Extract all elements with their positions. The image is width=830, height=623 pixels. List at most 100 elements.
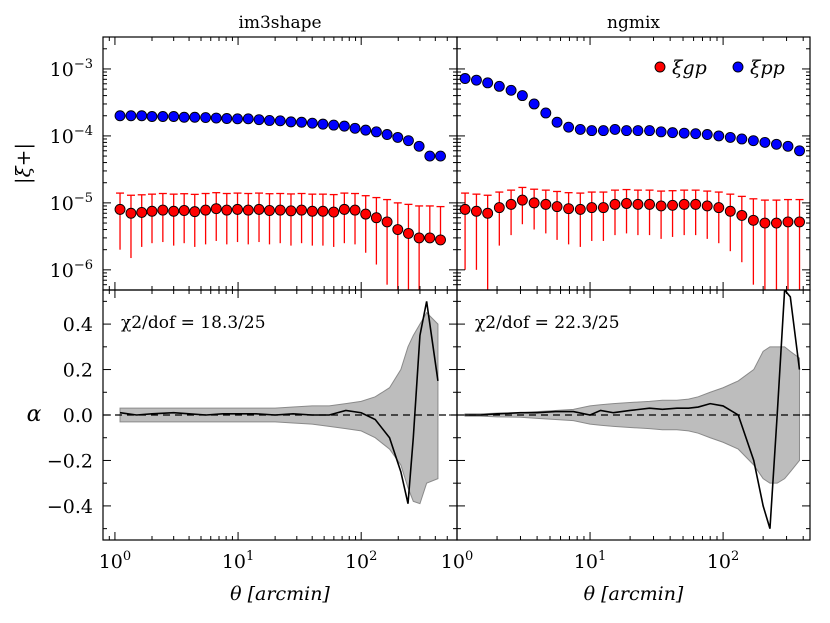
y-tick-label: 10−5 bbox=[50, 191, 93, 215]
data-point bbox=[178, 205, 190, 216]
data-point bbox=[782, 216, 794, 228]
data-point bbox=[381, 216, 393, 228]
data-point bbox=[402, 135, 414, 147]
data-point bbox=[435, 234, 446, 246]
legend-label: ξgp bbox=[672, 57, 707, 79]
data-point bbox=[221, 204, 233, 216]
data-point bbox=[551, 201, 563, 213]
data-point bbox=[597, 202, 609, 214]
y-tick-label: 10−4 bbox=[50, 124, 93, 148]
plot-area bbox=[459, 73, 805, 290]
data-point bbox=[296, 116, 308, 128]
x-axis-label: θ [arcmin] bbox=[584, 583, 684, 605]
data-point bbox=[274, 204, 286, 216]
data-point bbox=[210, 112, 222, 124]
data-point bbox=[632, 125, 644, 137]
data-point bbox=[621, 198, 632, 209]
legend-marker bbox=[732, 61, 744, 73]
panel-bottom-right: 100 101 102 χ2/dof = 22.3/25 θ [arcmin] bbox=[441, 289, 811, 605]
data-point bbox=[360, 124, 372, 136]
data-point bbox=[724, 131, 736, 143]
chi2-annotation: χ2/dof = 22.3/25 bbox=[475, 313, 620, 333]
data-point bbox=[644, 198, 655, 210]
data-point bbox=[528, 197, 540, 209]
data-point bbox=[470, 74, 482, 86]
data-point bbox=[114, 110, 126, 122]
data-point bbox=[482, 77, 494, 89]
x-tick-label: 101 bbox=[574, 549, 606, 573]
plot-area bbox=[103, 301, 457, 505]
data-point bbox=[701, 129, 713, 140]
confidence-band bbox=[464, 346, 800, 484]
panel-frame bbox=[102, 36, 458, 291]
data-point bbox=[285, 205, 297, 217]
data-point bbox=[505, 84, 517, 96]
data-point bbox=[505, 198, 517, 210]
y-tick-label: 0.0 bbox=[63, 405, 93, 427]
data-point bbox=[690, 198, 702, 210]
x-tick-label: 100 bbox=[99, 549, 131, 573]
data-point bbox=[360, 208, 372, 220]
data-point bbox=[574, 123, 586, 135]
data-point bbox=[574, 203, 586, 215]
data-point bbox=[232, 203, 243, 215]
legend-label: ξpp bbox=[750, 57, 785, 79]
data-point bbox=[482, 207, 494, 219]
series-0 bbox=[114, 192, 446, 290]
data-point bbox=[157, 111, 169, 122]
data-point bbox=[713, 130, 725, 142]
data-point bbox=[667, 199, 679, 211]
data-point bbox=[713, 202, 725, 214]
y-tick-label: 0.2 bbox=[63, 360, 93, 382]
data-point bbox=[759, 136, 771, 148]
data-point bbox=[563, 203, 575, 215]
y-tick-label: −0.2 bbox=[47, 450, 93, 472]
data-point bbox=[771, 217, 782, 229]
data-point bbox=[317, 118, 329, 130]
data-point bbox=[644, 125, 655, 137]
data-point bbox=[242, 204, 254, 216]
data-point bbox=[146, 205, 158, 217]
data-point bbox=[747, 214, 759, 226]
data-point bbox=[370, 212, 382, 224]
data-point bbox=[413, 140, 425, 152]
data-point bbox=[516, 90, 528, 102]
data-point bbox=[338, 203, 350, 215]
y-axis-label: α bbox=[27, 402, 42, 427]
data-point bbox=[759, 217, 771, 229]
x-tick-label: 100 bbox=[441, 549, 473, 573]
data-point bbox=[516, 194, 528, 206]
data-point bbox=[724, 205, 736, 217]
x-tick-label: 101 bbox=[222, 549, 254, 573]
data-point bbox=[563, 121, 575, 133]
data-point bbox=[264, 115, 275, 126]
data-point bbox=[586, 125, 598, 137]
data-point bbox=[306, 205, 318, 217]
panel-frame bbox=[456, 289, 811, 541]
panel-title: im3shape bbox=[238, 13, 321, 33]
data-point bbox=[349, 204, 361, 216]
alpha-line bbox=[119, 301, 439, 504]
x-tick-label: 102 bbox=[707, 549, 739, 573]
data-point bbox=[621, 125, 632, 137]
legend-marker bbox=[654, 61, 666, 73]
data-point bbox=[264, 205, 275, 216]
data-point bbox=[370, 126, 382, 138]
x-tick-label: 102 bbox=[345, 549, 377, 573]
data-point bbox=[210, 203, 222, 215]
data-point bbox=[609, 123, 621, 135]
data-point bbox=[690, 128, 702, 140]
series-0 bbox=[459, 186, 805, 290]
data-point bbox=[540, 107, 552, 119]
data-point bbox=[296, 204, 308, 216]
series-1 bbox=[114, 110, 446, 162]
y-tick-label: −0.4 bbox=[47, 496, 93, 518]
data-point bbox=[413, 232, 425, 244]
data-point bbox=[459, 73, 471, 84]
chi2-annotation: χ2/dof = 18.3/25 bbox=[121, 313, 266, 333]
y-tick-label: 10−6 bbox=[50, 258, 93, 282]
data-point bbox=[306, 117, 318, 129]
series-1 bbox=[459, 73, 805, 157]
data-point bbox=[274, 115, 286, 127]
plot-area bbox=[114, 110, 446, 290]
